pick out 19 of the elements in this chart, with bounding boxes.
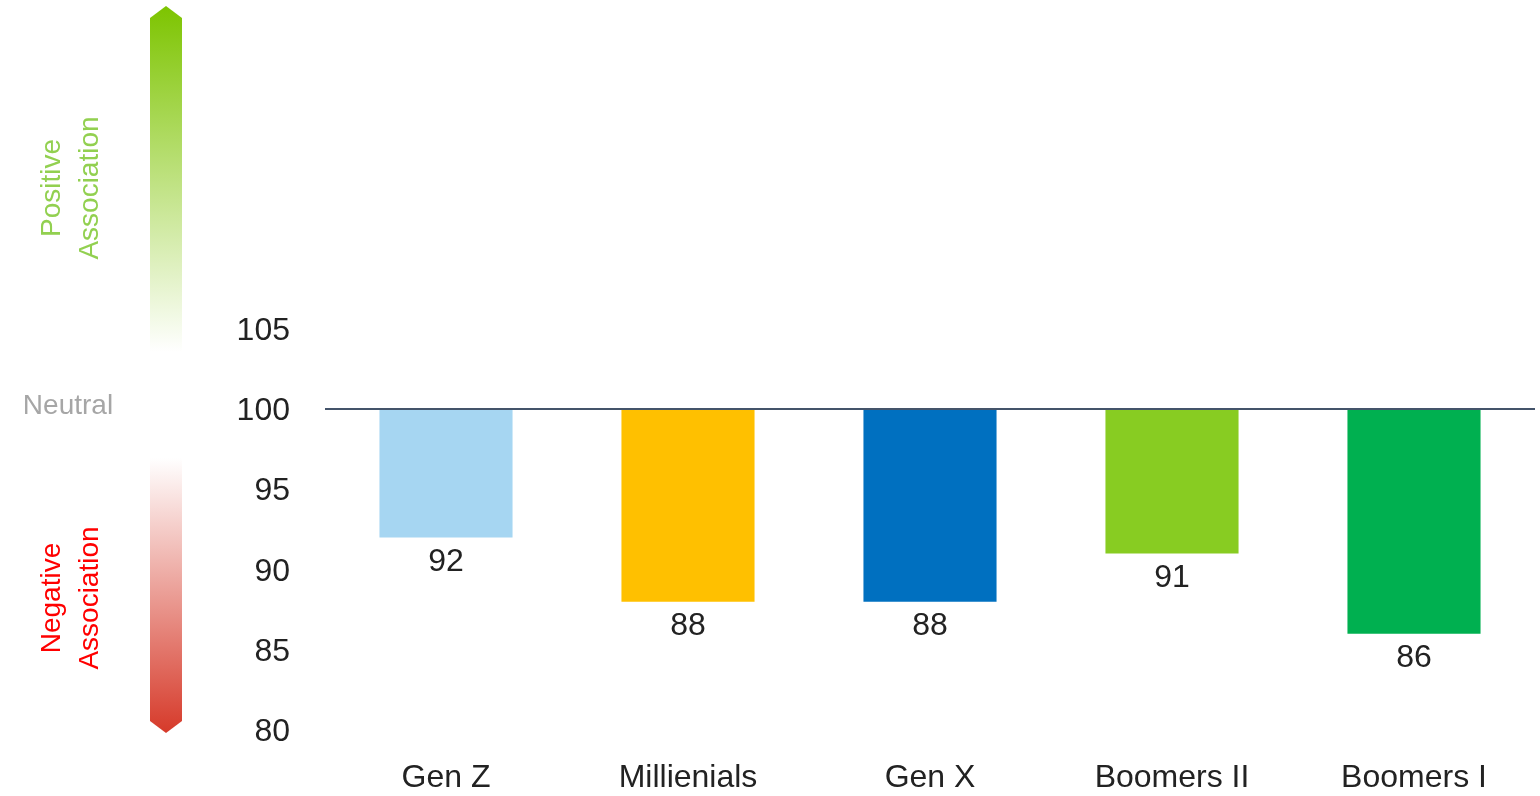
x-tick-label: Gen Z (401, 758, 491, 794)
y-tick-label: 90 (254, 551, 290, 588)
data-label: 91 (1154, 557, 1190, 594)
x-tick-label: Gen X (884, 758, 976, 794)
data-label: 86 (1396, 637, 1432, 674)
data-label: 88 (670, 605, 706, 642)
text: Positive Association (34, 115, 105, 262)
y-tick-label: 100 (236, 391, 290, 428)
data-label: 92 (428, 541, 464, 578)
data-label: 88 (912, 605, 948, 642)
y-tick-label: 105 (236, 311, 290, 347)
x-tick-label: Boomers I (1341, 758, 1487, 794)
text: Negative Association (34, 525, 105, 672)
y-tick-label: 85 (254, 631, 290, 668)
y-tick-label: 95 (254, 471, 290, 508)
x-tick-label: Boomers II (1094, 758, 1250, 794)
y-tick-label: 80 (254, 712, 290, 748)
x-tick-label: Millienials (618, 758, 758, 794)
text: Neutral (22, 388, 114, 422)
